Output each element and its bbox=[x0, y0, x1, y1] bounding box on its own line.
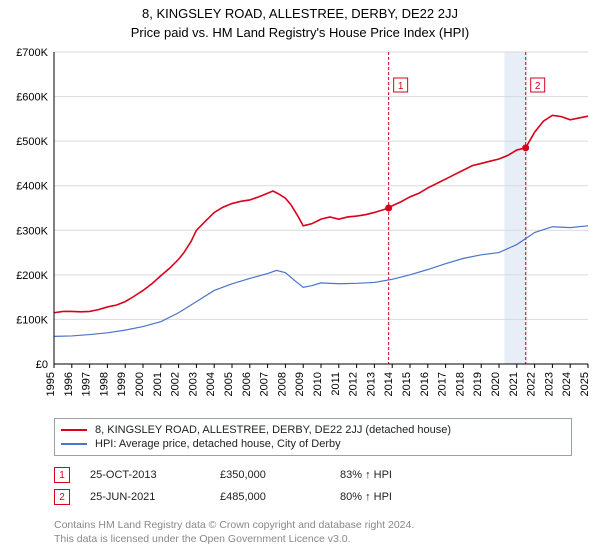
sale-price: £485,000 bbox=[220, 491, 340, 503]
svg-text:2014: 2014 bbox=[383, 372, 395, 396]
svg-text:1996: 1996 bbox=[63, 372, 75, 396]
svg-text:2005: 2005 bbox=[223, 372, 235, 396]
svg-text:1995: 1995 bbox=[45, 372, 57, 396]
footer-line: This data is licensed under the Open Gov… bbox=[54, 532, 572, 546]
legend: 8, KINGSLEY ROAD, ALLESTREE, DERBY, DE22… bbox=[54, 418, 572, 456]
sale-marker: 2 bbox=[54, 489, 70, 505]
svg-text:2020: 2020 bbox=[490, 372, 502, 396]
svg-text:£500K: £500K bbox=[16, 136, 48, 148]
svg-text:1998: 1998 bbox=[98, 372, 110, 396]
svg-text:£100K: £100K bbox=[16, 314, 48, 326]
chart-container: 8, KINGSLEY ROAD, ALLESTREE, DERBY, DE22… bbox=[0, 0, 600, 546]
svg-text:2017: 2017 bbox=[437, 372, 449, 396]
svg-text:£700K: £700K bbox=[16, 47, 48, 59]
svg-text:2011: 2011 bbox=[330, 372, 342, 396]
sales-list: 1 25-OCT-2013 £350,000 83% ↑ HPI 2 25-JU… bbox=[54, 464, 572, 508]
svg-text:£200K: £200K bbox=[16, 270, 48, 282]
chart-subtitle: Price paid vs. HM Land Registry's House … bbox=[10, 25, 590, 40]
title-block: 8, KINGSLEY ROAD, ALLESTREE, DERBY, DE22… bbox=[0, 0, 600, 42]
sale-price: £350,000 bbox=[220, 469, 340, 481]
footer: Contains HM Land Registry data © Crown c… bbox=[54, 518, 572, 546]
svg-text:2003: 2003 bbox=[187, 372, 199, 396]
svg-text:£600K: £600K bbox=[16, 92, 48, 104]
sale-row: 2 25-JUN-2021 £485,000 80% ↑ HPI bbox=[54, 486, 572, 508]
svg-text:£300K: £300K bbox=[16, 225, 48, 237]
svg-text:2000: 2000 bbox=[134, 372, 146, 396]
chart-svg: £0 £100K £200K £300K £400K £500K £600K £700K 1 2 1… bbox=[0, 42, 600, 412]
sale-marker: 1 bbox=[54, 467, 70, 483]
chart-area: £0 £100K £200K £300K £400K £500K £600K £700K 1 2 1… bbox=[0, 42, 600, 412]
svg-text:2016: 2016 bbox=[419, 372, 431, 396]
svg-text:2006: 2006 bbox=[241, 372, 253, 396]
svg-text:2024: 2024 bbox=[561, 372, 573, 396]
sale-row: 1 25-OCT-2013 £350,000 83% ↑ HPI bbox=[54, 464, 572, 486]
legend-swatch bbox=[61, 429, 87, 431]
svg-text:1: 1 bbox=[398, 81, 404, 92]
svg-text:2: 2 bbox=[535, 81, 541, 92]
address-title: 8, KINGSLEY ROAD, ALLESTREE, DERBY, DE22… bbox=[10, 6, 590, 21]
svg-text:2007: 2007 bbox=[259, 372, 271, 396]
svg-text:2018: 2018 bbox=[454, 372, 466, 396]
sale-date: 25-OCT-2013 bbox=[90, 469, 220, 481]
svg-text:2012: 2012 bbox=[348, 372, 360, 396]
svg-text:2022: 2022 bbox=[526, 372, 538, 396]
svg-text:2001: 2001 bbox=[152, 372, 164, 396]
svg-text:2009: 2009 bbox=[294, 372, 306, 396]
svg-text:2008: 2008 bbox=[276, 372, 288, 396]
svg-text:£400K: £400K bbox=[16, 181, 48, 193]
svg-text:2019: 2019 bbox=[472, 372, 484, 396]
svg-text:2021: 2021 bbox=[508, 372, 520, 396]
legend-item: HPI: Average price, detached house, City… bbox=[61, 437, 565, 451]
svg-text:2004: 2004 bbox=[205, 372, 217, 396]
legend-swatch bbox=[61, 443, 87, 445]
svg-text:2010: 2010 bbox=[312, 372, 324, 396]
sale-delta: 83% ↑ HPI bbox=[340, 469, 392, 481]
svg-text:2013: 2013 bbox=[365, 372, 377, 396]
svg-text:£0: £0 bbox=[36, 359, 48, 371]
svg-text:1997: 1997 bbox=[81, 372, 93, 396]
legend-label: HPI: Average price, detached house, City… bbox=[95, 438, 341, 450]
footer-line: Contains HM Land Registry data © Crown c… bbox=[54, 518, 572, 532]
svg-text:2023: 2023 bbox=[543, 372, 555, 396]
svg-text:1999: 1999 bbox=[116, 372, 128, 396]
sale-date: 25-JUN-2021 bbox=[90, 491, 220, 503]
sale-delta: 80% ↑ HPI bbox=[340, 491, 392, 503]
legend-label: 8, KINGSLEY ROAD, ALLESTREE, DERBY, DE22… bbox=[95, 424, 451, 436]
svg-text:2015: 2015 bbox=[401, 372, 413, 396]
svg-text:2025: 2025 bbox=[579, 372, 591, 396]
svg-text:2002: 2002 bbox=[170, 372, 182, 396]
legend-item: 8, KINGSLEY ROAD, ALLESTREE, DERBY, DE22… bbox=[61, 423, 565, 437]
